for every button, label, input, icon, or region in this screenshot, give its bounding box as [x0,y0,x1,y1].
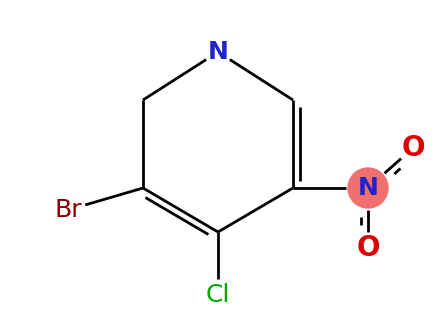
Text: N: N [358,176,378,200]
Text: Br: Br [54,198,82,222]
Circle shape [348,168,388,208]
Text: Cl: Cl [206,283,230,307]
Text: N: N [208,40,228,64]
Text: O: O [356,234,380,262]
Text: O: O [401,134,425,162]
